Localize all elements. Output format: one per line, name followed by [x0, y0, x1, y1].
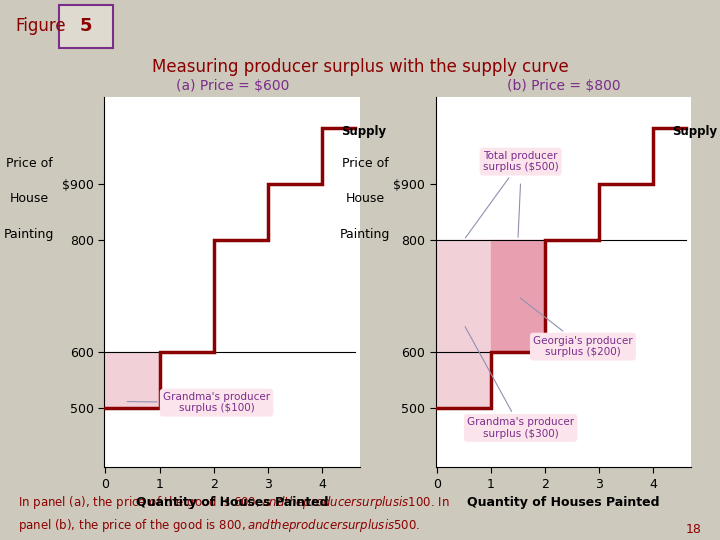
Text: Measuring producer surplus with the supply curve: Measuring producer surplus with the supp… [152, 58, 568, 76]
Text: Georgia's producer
surplus ($200): Georgia's producer surplus ($200) [520, 298, 633, 357]
Text: 5: 5 [79, 17, 92, 35]
Text: House: House [9, 192, 48, 205]
Text: panel (b), the price of the good is $800, and the producer surplus is $500.: panel (b), the price of the good is $800… [18, 517, 420, 534]
Text: House: House [346, 192, 385, 205]
Title: (a) Price = $600: (a) Price = $600 [176, 79, 289, 93]
Text: 18: 18 [686, 523, 702, 536]
Text: Total producer
surplus ($500): Total producer surplus ($500) [465, 151, 559, 238]
Text: Painting: Painting [4, 227, 54, 240]
Text: Supply: Supply [341, 125, 386, 138]
Text: Grandma's producer
surplus ($300): Grandma's producer surplus ($300) [465, 327, 574, 438]
X-axis label: Quantity of Houses Painted: Quantity of Houses Painted [467, 496, 660, 509]
Text: Price of: Price of [6, 157, 53, 170]
Text: Figure: Figure [16, 17, 66, 35]
Text: In panel (a), the price of the good is $600, and the producer surplus is $100. I: In panel (a), the price of the good is $… [18, 494, 450, 511]
Title: (b) Price = $800: (b) Price = $800 [507, 79, 620, 93]
Text: Price of: Price of [342, 157, 389, 170]
Text: Painting: Painting [340, 227, 390, 240]
FancyBboxPatch shape [59, 5, 113, 48]
Text: Grandma's producer
surplus ($100): Grandma's producer surplus ($100) [127, 392, 270, 414]
Text: Supply: Supply [672, 125, 717, 138]
X-axis label: Quantity of Houses Painted: Quantity of Houses Painted [136, 496, 328, 509]
